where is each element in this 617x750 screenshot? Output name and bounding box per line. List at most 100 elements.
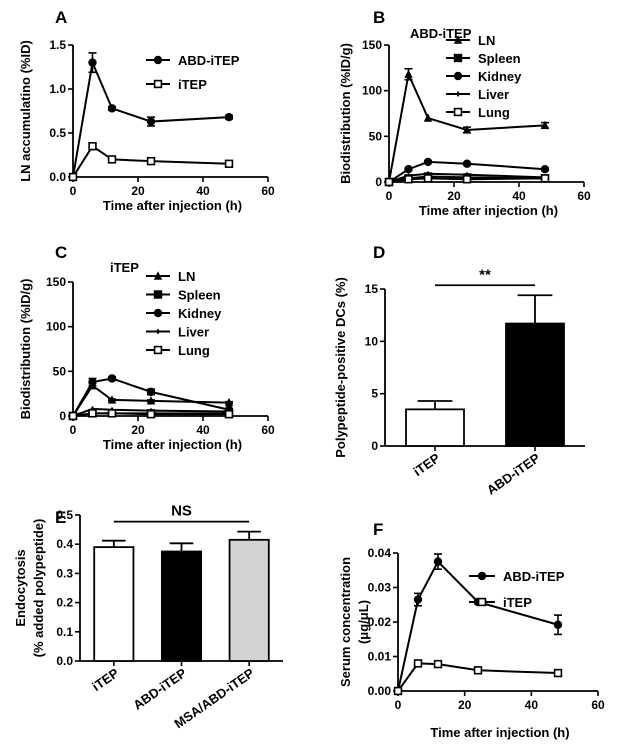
data-point (433, 659, 443, 669)
data-point (88, 142, 97, 151)
y-tick-label: 5 (371, 387, 378, 401)
y-tick-label: 0.0 (49, 170, 66, 184)
legend-marker (453, 71, 463, 81)
y-tick-label: 0.01 (368, 650, 392, 664)
y-tick-label: 0.2 (56, 596, 73, 610)
series-ln: LN (384, 33, 550, 186)
y-axis-label-2: (μg/μL) (356, 600, 371, 644)
data-point (146, 396, 156, 405)
bar (405, 408, 465, 447)
y-tick-label: 0 (375, 175, 382, 189)
legend-marker (153, 345, 163, 355)
y-tick-label: 1.5 (49, 38, 66, 52)
x-tick-label: ABD-iTEP (484, 450, 543, 498)
x-tick-label: iTEP (410, 450, 443, 479)
y-tick-label: 50 (369, 129, 383, 143)
y-tick-label: 1.0 (49, 82, 66, 96)
data-point (107, 409, 117, 418)
y-axis-label: Polypeptide-positive DCs (%) (333, 277, 348, 458)
x-tick-label: 60 (261, 423, 275, 437)
panel-label: E (55, 508, 66, 527)
legend-marker (477, 597, 487, 607)
series-kidney: Kidney (384, 69, 550, 187)
data-point (384, 177, 394, 187)
data-point (553, 620, 563, 629)
x-tick-label: 20 (458, 698, 472, 712)
x-tick-label: ABD-iTEP (130, 665, 189, 713)
panel-label: C (55, 243, 67, 262)
panel-a: A 0.0 0.5 1.0 1.5 0 20 40 60 Time after injection… (18, 8, 275, 213)
y-tick-label: 150 (362, 38, 382, 52)
data-point (553, 668, 563, 678)
legend-marker (153, 55, 163, 65)
panel-label: B (373, 8, 385, 27)
data-point (393, 686, 403, 696)
y-axis-label: Serum concentration (338, 557, 353, 687)
x-tick-label: 20 (447, 189, 461, 203)
bar (160, 550, 203, 662)
legend-marker (453, 53, 463, 63)
x-tick-label: 20 (131, 423, 145, 437)
legend-label: Kidney (178, 306, 222, 321)
series-itep: iTEP (393, 595, 563, 696)
data-point (107, 395, 117, 404)
y-tick-label: 100 (362, 84, 382, 98)
legend-label: Kidney (478, 69, 522, 84)
data-point (540, 120, 550, 130)
legend-label: iTEP (178, 77, 207, 92)
legend-label: Lung (178, 343, 210, 358)
chart-title: iTEP (110, 260, 139, 275)
y-axis-label: Endocytosis (13, 549, 28, 626)
data-point (462, 159, 472, 168)
legend-label: Lung (478, 105, 510, 120)
panel-b: B 0 50 100 150 0 20 40 60 Time after injection (h… (338, 8, 591, 218)
data-point (224, 410, 234, 419)
panel-label: A (55, 8, 67, 27)
legend-label: LN (478, 33, 495, 48)
panel-label: D (373, 243, 385, 262)
x-axis-label: Time after injection (h) (430, 725, 569, 740)
data-point (404, 165, 413, 174)
legend-label: iTEP (503, 595, 532, 610)
data-point (404, 175, 413, 184)
x-tick-label: 40 (525, 698, 539, 712)
data-point (224, 397, 234, 407)
series-lung: Lung (68, 343, 234, 421)
significance-label: NS (171, 503, 192, 520)
significance-label: ** (479, 266, 491, 283)
data-point (413, 595, 423, 604)
legend-label: ABD-iTEP (503, 569, 565, 584)
legend-label: Spleen (478, 51, 521, 66)
legend-marker (453, 107, 463, 117)
legend-label: Liver (178, 325, 209, 340)
data-point (107, 374, 117, 383)
x-tick-label: 40 (196, 423, 210, 437)
legend-marker (477, 571, 487, 581)
data-point (404, 69, 413, 78)
data-point (88, 377, 97, 387)
legend-label: ABD-iTEP (178, 53, 240, 68)
y-tick-label: 150 (46, 275, 66, 289)
x-tick-label: 40 (196, 184, 210, 198)
data-point (107, 104, 117, 113)
legend-marker (153, 79, 163, 89)
y-tick-label: 0.4 (56, 537, 73, 551)
data-point (224, 159, 234, 168)
legend-label: Spleen (178, 288, 221, 303)
data-point (462, 175, 472, 184)
panel-d: D 0 5 10 15 Polypeptide-positive DCs (%) iTEP A… (333, 243, 585, 498)
series-itep: iTEP (68, 77, 234, 182)
y-axis-label: Biodistribution (%ID/g) (18, 279, 33, 420)
series-liver: Liver (387, 87, 547, 185)
y-tick-label: 0 (59, 409, 66, 423)
data-point (423, 113, 433, 122)
legend-marker (156, 328, 160, 335)
y-tick-label: 0.03 (368, 581, 392, 595)
data-point (224, 112, 234, 122)
y-tick-label: 0.5 (56, 508, 73, 522)
data-point (68, 411, 78, 421)
legend-marker (453, 35, 463, 44)
y-tick-label: 0.02 (368, 615, 392, 629)
y-tick-label: 0.0 (56, 654, 73, 668)
